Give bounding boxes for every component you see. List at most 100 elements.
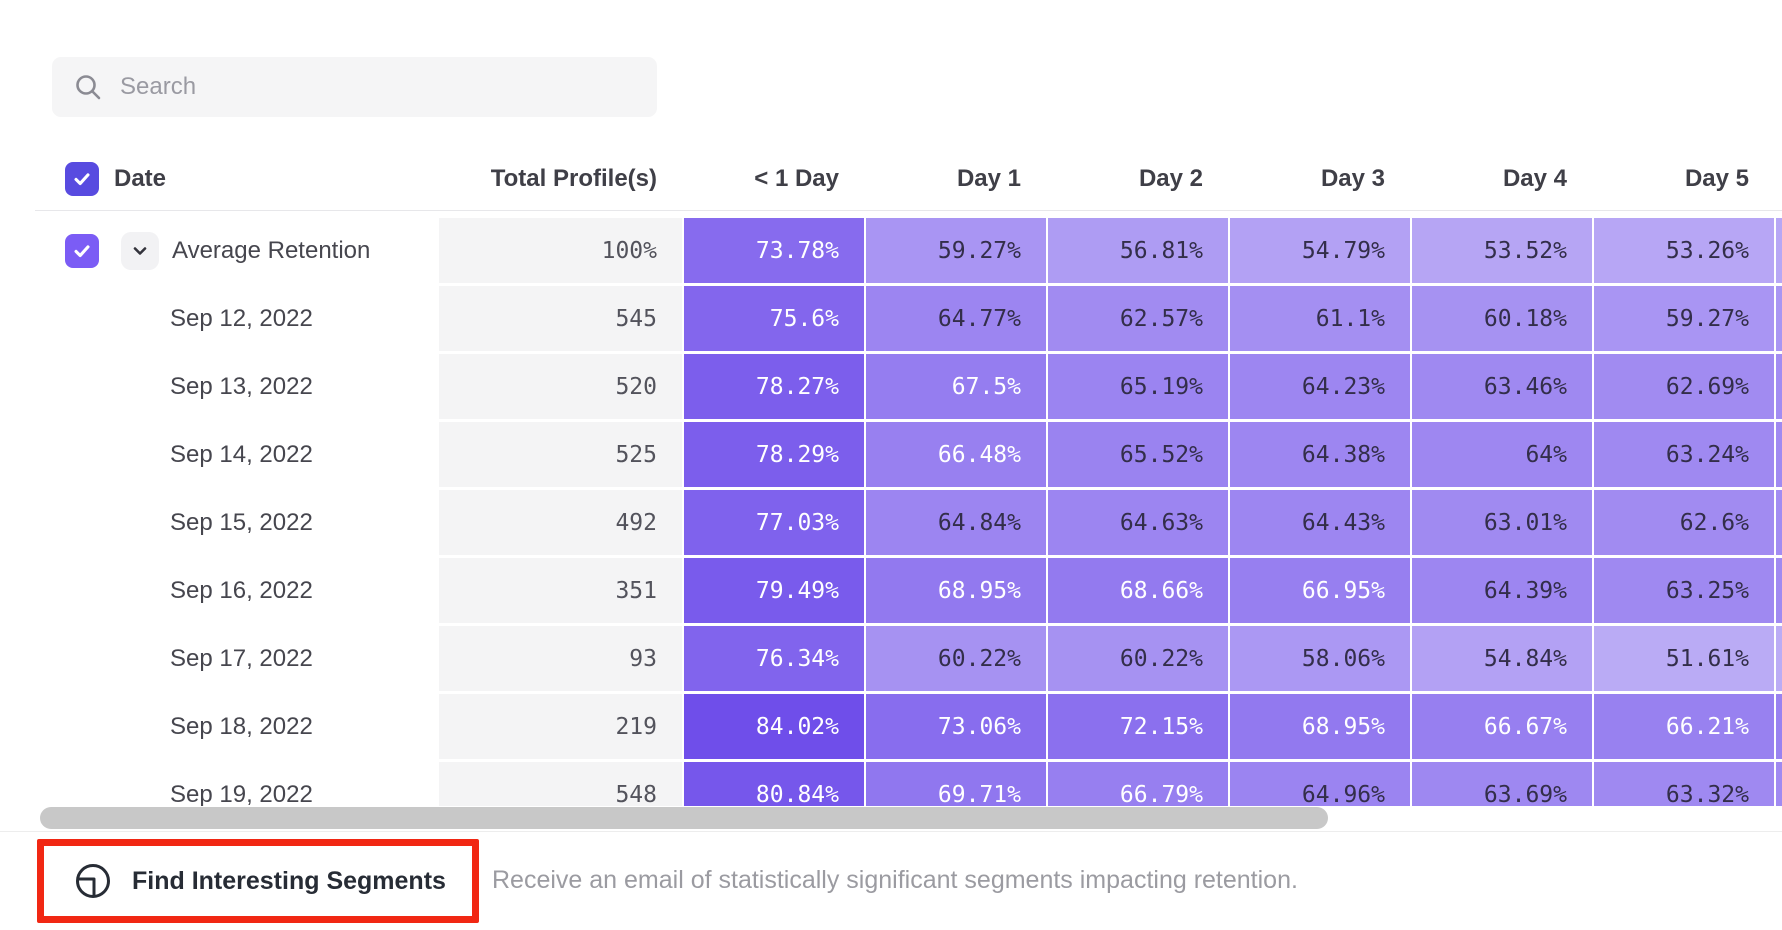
retention-cell[interactable]: 64% (1412, 422, 1592, 487)
retention-cell[interactable]: 62.69% (1594, 354, 1774, 419)
retention-cell[interactable]: 65.19% (1048, 354, 1228, 419)
date-label: Sep 14, 2022 (170, 440, 313, 468)
column-header-day-2: Day 2 (1138, 165, 1203, 192)
retention-cell[interactable]: 63.24% (1594, 422, 1774, 487)
clipped-next-column-cell (1776, 558, 1782, 623)
retention-cell[interactable]: 61.1% (1230, 286, 1410, 351)
retention-cell[interactable]: 63.69% (1412, 762, 1592, 806)
clipped-next-column-cell (1776, 218, 1782, 283)
retention-cell[interactable]: 66.79% (1048, 762, 1228, 806)
retention-cell[interactable]: 68.66% (1048, 558, 1228, 623)
table-row: Sep 17, 2022 93 76.34% 60.22% 60.22% 58.06% 54… (35, 626, 1782, 691)
retention-cell[interactable]: 62.6% (1594, 490, 1774, 555)
retention-cell[interactable]: 63.25% (1594, 558, 1774, 623)
column-header-date: Date (114, 165, 167, 192)
retention-cell[interactable]: 69.71% (866, 762, 1046, 806)
retention-cell[interactable]: 63.32% (1594, 762, 1774, 806)
retention-cell[interactable]: 62.57% (1048, 286, 1228, 351)
retention-cell[interactable]: 51.61% (1594, 626, 1774, 691)
retention-cell[interactable]: 67.5% (866, 354, 1046, 419)
date-label: Sep 16, 2022 (170, 576, 313, 604)
table-row: Sep 15, 2022 492 77.03% 64.84% 64.63% 64.43% 6… (35, 490, 1782, 555)
retention-cell[interactable]: 77.03% (684, 490, 864, 555)
table-row: Sep 12, 2022 545 75.6% 64.77% 62.57% 61.1% 60.… (35, 286, 1782, 351)
retention-cell[interactable]: 66.48% (866, 422, 1046, 487)
retention-cell[interactable]: 56.81% (1048, 218, 1228, 283)
find-segments-highlight-box: Find Interesting Segments (37, 839, 479, 923)
total-profiles-cell: 545 (439, 286, 682, 351)
column-header-lt-1-day: < 1 Day (754, 165, 839, 192)
total-profiles-cell: 492 (439, 490, 682, 555)
retention-cell[interactable]: 68.95% (1230, 694, 1410, 759)
date-label: Sep 17, 2022 (170, 644, 313, 672)
column-header-day-3: Day 3 (1320, 165, 1385, 192)
clipped-next-column-cell (1776, 354, 1782, 419)
total-profiles-cell: 100% (439, 218, 682, 283)
retention-cell[interactable]: 63.01% (1412, 490, 1592, 555)
table-body: Average Retention 100% 73.78% 59.27% 56.81% 5… (35, 218, 1782, 806)
retention-cell[interactable]: 76.34% (684, 626, 864, 691)
search-box[interactable] (52, 57, 657, 117)
retention-cell[interactable]: 60.18% (1412, 286, 1592, 351)
retention-table: Date Total Profile(s) < 1 Day Day 1 Day … (35, 148, 1782, 806)
table-row: Sep 13, 2022 520 78.27% 67.5% 65.19% 64.23% 63… (35, 354, 1782, 419)
retention-cell[interactable]: 58.06% (1230, 626, 1410, 691)
retention-cell[interactable]: 59.27% (1594, 286, 1774, 351)
clipped-next-column-cell (1776, 762, 1782, 806)
date-label: Sep 15, 2022 (170, 508, 313, 536)
retention-cell[interactable]: 66.95% (1230, 558, 1410, 623)
retention-cell[interactable]: 64.39% (1412, 558, 1592, 623)
retention-cell[interactable]: 64.96% (1230, 762, 1410, 806)
table-header-row: Date Total Profile(s) < 1 Day Day 1 Day … (35, 148, 1782, 211)
retention-cell[interactable]: 64.63% (1048, 490, 1228, 555)
select-all-checkbox[interactable] (65, 162, 99, 196)
retention-cell[interactable]: 66.21% (1594, 694, 1774, 759)
retention-cell[interactable]: 53.52% (1412, 218, 1592, 283)
search-input[interactable] (120, 73, 635, 101)
retention-cell[interactable]: 78.29% (684, 422, 864, 487)
retention-cell[interactable]: 64.43% (1230, 490, 1410, 555)
total-profiles-cell: 525 (439, 422, 682, 487)
clipped-next-column-cell (1776, 286, 1782, 351)
retention-cell[interactable]: 78.27% (684, 354, 864, 419)
retention-cell[interactable]: 73.78% (684, 218, 864, 283)
horizontal-scrollbar-thumb[interactable] (40, 807, 1328, 829)
retention-cell[interactable]: 63.46% (1412, 354, 1592, 419)
footer-divider (0, 831, 1782, 832)
find-interesting-segments-button[interactable]: Find Interesting Segments (74, 862, 446, 900)
column-header-day-1: Day 1 (956, 165, 1021, 192)
retention-cell[interactable]: 68.95% (866, 558, 1046, 623)
retention-cell[interactable]: 66.67% (1412, 694, 1592, 759)
retention-cell[interactable]: 84.02% (684, 694, 864, 759)
row-checkbox[interactable] (65, 233, 99, 268)
clipped-next-column-cell (1776, 422, 1782, 487)
retention-cell[interactable]: 79.49% (684, 558, 864, 623)
retention-cell[interactable]: 59.27% (866, 218, 1046, 283)
collapse-row-button[interactable] (121, 231, 159, 270)
retention-cell[interactable]: 54.84% (1412, 626, 1592, 691)
retention-cell[interactable]: 72.15% (1048, 694, 1228, 759)
retention-cell[interactable]: 54.79% (1230, 218, 1410, 283)
retention-cell[interactable]: 64.77% (866, 286, 1046, 351)
retention-cell[interactable]: 64.84% (866, 490, 1046, 555)
retention-cell[interactable]: 64.38% (1230, 422, 1410, 487)
retention-cell[interactable]: 60.22% (866, 626, 1046, 691)
date-label: Sep 18, 2022 (170, 712, 313, 740)
retention-cell[interactable]: 60.22% (1048, 626, 1228, 691)
table-row: Sep 14, 2022 525 78.29% 66.48% 65.52% 64.38% 6… (35, 422, 1782, 487)
column-header-day-4: Day 4 (1502, 165, 1567, 192)
average-retention-label: Average Retention (172, 236, 371, 264)
find-interesting-segments-label: Find Interesting Segments (132, 866, 446, 895)
retention-cell[interactable]: 53.26% (1594, 218, 1774, 283)
segments-description-text: Receive an email of statistically signif… (492, 866, 1298, 894)
column-header-total-profiles: Total Profile(s) (490, 165, 657, 192)
total-profiles-cell: 351 (439, 558, 682, 623)
retention-cell[interactable]: 80.84% (684, 762, 864, 806)
retention-cell[interactable]: 73.06% (866, 694, 1046, 759)
retention-cell[interactable]: 64.23% (1230, 354, 1410, 419)
chevron-down-icon (133, 246, 147, 255)
retention-cell[interactable]: 75.6% (684, 286, 864, 351)
retention-cell[interactable]: 65.52% (1048, 422, 1228, 487)
table-row: Sep 16, 2022 351 79.49% 68.95% 68.66% 66.95% 6… (35, 558, 1782, 623)
